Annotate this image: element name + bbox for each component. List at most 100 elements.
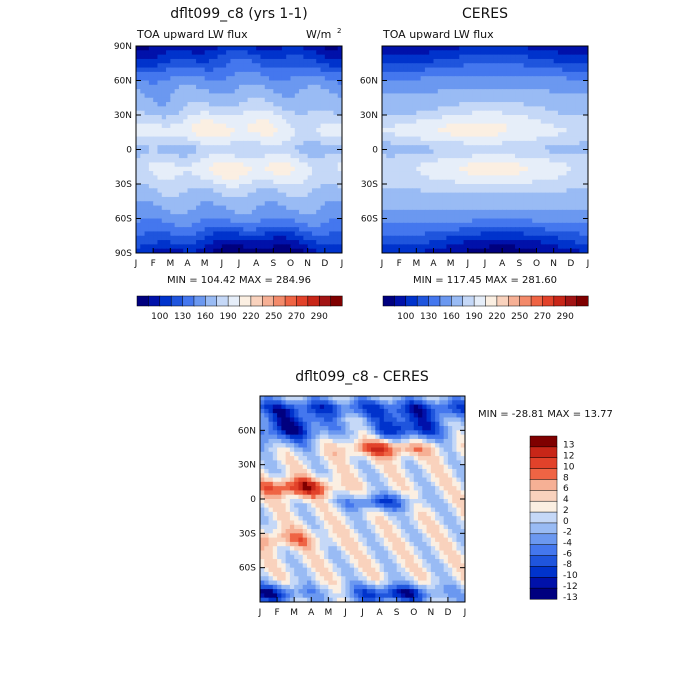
heatmap-cell — [437, 214, 443, 220]
heatmap-cell — [200, 227, 206, 233]
heatmap-cell — [174, 46, 180, 51]
heatmap-cell — [299, 54, 304, 60]
heatmap-cell — [545, 162, 550, 168]
heatmap-cell — [247, 71, 253, 77]
heatmap-cell — [400, 400, 406, 406]
heatmap-cell — [412, 158, 417, 164]
panel-difference-title: dflt099_c8 - CERES — [295, 369, 429, 385]
heatmap-cell — [575, 248, 581, 253]
heatmap-cell — [429, 145, 435, 151]
heatmap-cell — [166, 58, 171, 64]
heatmap-cell — [386, 218, 392, 224]
heatmap-cell — [166, 54, 171, 60]
heatmap-cell — [256, 188, 262, 194]
heatmap-cell — [459, 58, 465, 64]
heatmap-cell — [532, 50, 538, 56]
heatmap-cell — [497, 80, 503, 86]
heatmap-cell — [148, 192, 154, 198]
heatmap-cell — [463, 240, 469, 245]
heatmap-cell — [493, 71, 499, 77]
heatmap-cell — [437, 166, 443, 172]
heatmap-cell — [527, 149, 533, 155]
heatmap-cell — [502, 162, 508, 168]
heatmap-cell — [311, 115, 317, 120]
heatmap-cell — [540, 192, 546, 198]
heatmap-cell — [403, 145, 409, 151]
heatmap-cell — [437, 248, 443, 253]
heatmap-cell — [251, 218, 257, 224]
heatmap-cell — [281, 106, 287, 112]
heatmap-cell — [234, 244, 240, 250]
heatmap-cell — [420, 184, 426, 189]
heatmap-cell — [420, 227, 426, 233]
heatmap-cell — [204, 106, 210, 112]
heatmap-cell — [217, 145, 223, 151]
heatmap-cell — [208, 80, 214, 86]
heatmap-cell — [519, 166, 525, 172]
heatmap-cell — [407, 119, 413, 125]
heatmap-cell — [502, 214, 508, 220]
heatmap-cell — [424, 153, 430, 159]
heatmap-cell — [463, 46, 469, 51]
heatmap-cell — [549, 218, 555, 224]
heatmap-cell — [230, 196, 236, 202]
heatmap-cell — [424, 244, 430, 250]
heatmap-cell — [575, 188, 581, 194]
heatmap-cell — [557, 166, 563, 172]
heatmap-cell — [161, 175, 167, 181]
heatmap-cell — [277, 132, 283, 138]
heatmap-cell — [489, 97, 495, 103]
heatmap-cell — [213, 84, 219, 90]
heatmap-cell — [382, 54, 387, 60]
heatmap-cell — [527, 106, 533, 112]
heatmap-cell — [260, 93, 266, 99]
heatmap-cell — [497, 76, 503, 82]
heatmap-cell — [420, 110, 426, 116]
heatmap-cell — [324, 413, 329, 419]
heatmap-cell — [286, 196, 292, 202]
heatmap-cell — [459, 153, 465, 159]
heatmap-cell — [476, 84, 482, 90]
heatmap-cell — [497, 127, 503, 133]
heatmap-cell — [153, 153, 159, 159]
heatmap-cell — [566, 209, 572, 215]
colorbar-swatch — [136, 295, 149, 307]
heatmap-cell — [148, 240, 154, 245]
heatmap-cell — [485, 102, 490, 107]
heatmap-cell — [459, 123, 465, 129]
heatmap-cell — [303, 248, 309, 253]
heatmap-cell — [226, 214, 232, 220]
heatmap-cell — [311, 184, 317, 189]
heatmap-cell — [443, 396, 449, 401]
heatmap-cell — [412, 110, 417, 116]
heatmap-cell — [247, 93, 253, 99]
heatmap-cell — [519, 171, 525, 176]
heatmap-cell — [459, 149, 465, 155]
heatmap-cell — [200, 84, 206, 90]
heatmap-cell — [549, 235, 555, 241]
heatmap-cell — [480, 84, 486, 90]
heatmap-cell — [144, 162, 150, 168]
heatmap-cell — [243, 132, 249, 138]
heatmap-cell — [420, 240, 426, 245]
heatmap-cell — [472, 158, 478, 164]
heatmap-cell — [506, 240, 512, 245]
heatmap-cell — [204, 201, 210, 207]
heatmap-cell — [140, 106, 146, 112]
heatmap-cell — [460, 404, 465, 410]
heatmap-cell — [286, 162, 292, 168]
month-label: J — [483, 259, 487, 269]
heatmap-cell — [459, 235, 465, 241]
heatmap-cell — [510, 63, 516, 69]
heatmap-cell — [562, 97, 568, 103]
heatmap-cell — [497, 136, 503, 142]
heatmap-cell — [337, 54, 342, 60]
heatmap-cell — [333, 93, 339, 99]
heatmap-cell — [247, 136, 253, 142]
heatmap-cell — [399, 46, 405, 51]
heatmap-cell — [420, 153, 426, 159]
heatmap-cell — [208, 222, 214, 228]
heatmap-cell — [333, 184, 339, 189]
heatmap-cell — [549, 89, 555, 95]
heatmap-cell — [485, 196, 490, 202]
